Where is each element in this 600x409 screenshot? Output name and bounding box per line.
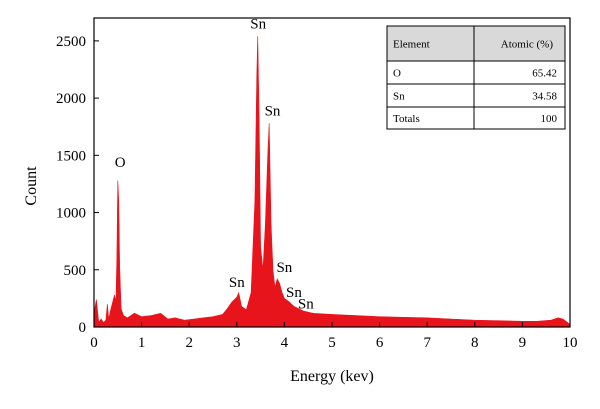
table-cell: Totals (393, 113, 420, 125)
peak-label: Sn (298, 297, 314, 313)
x-tick-label: 0 (90, 335, 98, 351)
x-tick-label: 7 (423, 335, 431, 351)
table-header-cell: Atomic (%) (501, 39, 554, 51)
y-tick-label: 500 (64, 263, 87, 279)
x-tick-label: 10 (563, 335, 578, 351)
x-tick-label: 6 (376, 335, 384, 351)
x-axis-label: Energy (kev) (290, 368, 374, 385)
y-tick-label: 1000 (56, 206, 86, 222)
y-tick-label: 2000 (56, 91, 86, 107)
x-tick-label: 8 (471, 335, 479, 351)
y-tick-label: 0 (79, 320, 87, 336)
y-tick-label: 1500 (56, 148, 86, 164)
y-axis-label: Count (23, 166, 40, 206)
x-tick-label: 1 (138, 335, 146, 351)
table-cell: 65.42 (532, 68, 557, 80)
table-header-cell: Element (393, 39, 430, 51)
peak-label: Sn (250, 16, 266, 32)
peak-label: Sn (229, 275, 245, 291)
x-tick-label: 2 (185, 335, 193, 351)
peak-label: Sn (286, 285, 302, 301)
spectrum-area (93, 36, 571, 328)
y-tick-label: 2500 (56, 34, 86, 50)
x-tick-label: 9 (519, 335, 527, 351)
x-tick-label: 3 (233, 335, 241, 351)
table-cell: 34.58 (532, 91, 557, 103)
peak-label: O (115, 155, 126, 171)
plot-area (93, 36, 571, 328)
peak-label: Sn (276, 260, 292, 276)
x-tick-label: 4 (281, 335, 289, 351)
table-cell: O (393, 68, 401, 80)
x-tick-label: 5 (328, 335, 336, 351)
table-header-bg (386, 25, 566, 62)
table-cell: Sn (393, 91, 405, 103)
table-cell: 100 (541, 113, 558, 125)
composition-table: Element Atomic (%) O 65.42 Sn 34.58 Totals 100 (386, 25, 566, 130)
peak-label: Sn (265, 103, 281, 119)
